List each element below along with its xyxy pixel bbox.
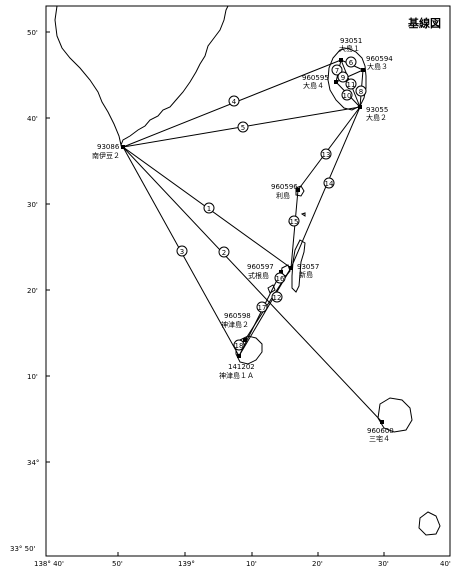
baseline-label-3: 3 [176, 245, 188, 257]
svg-text:7: 7 [335, 67, 339, 75]
svg-text:18: 18 [235, 342, 244, 350]
station-id-960595: 960595 [302, 74, 329, 82]
svg-text:12: 12 [273, 294, 282, 302]
svg-text:4: 4 [232, 98, 237, 106]
baseline-label-12: 12 [271, 291, 283, 303]
baseline-label-13: 13 [320, 148, 332, 160]
baseline-number-labels: 1 2 3 4 5 6 7 8 9 10 11 12 13 14 15 16 1… [176, 56, 367, 351]
baseline-label-10: 10 [341, 89, 353, 101]
jinai-islet [267, 284, 276, 294]
baseline-label-4: 4 [228, 95, 240, 107]
baseline-label-11: 11 [345, 78, 357, 90]
baseline-label-8: 8 [355, 85, 367, 97]
station-name-141202: 神津島１Ａ [219, 371, 254, 380]
station-id-960598: 960598 [224, 312, 251, 320]
lat-label-50: 50' [27, 29, 38, 37]
station-id-93051: 93051 [340, 37, 362, 45]
baseline-label-15: 15 [288, 215, 300, 227]
svg-text:15: 15 [290, 218, 299, 226]
station-marker-93057 [289, 266, 293, 270]
svg-text:1: 1 [207, 205, 211, 213]
baseline-label-9: 9 [337, 71, 349, 83]
lon-label-30: 30' [378, 560, 389, 568]
station-marker-960594 [361, 68, 365, 72]
niijima-island [291, 239, 306, 293]
lat-label-34: 34° [27, 459, 39, 467]
station-id-960596: 960596 [271, 183, 298, 191]
lat-label-40: 40' [27, 115, 38, 123]
svg-text:6: 6 [349, 59, 354, 67]
station-marker-93086 [121, 145, 125, 149]
baseline-label-2: 2 [218, 246, 230, 258]
mikurajima-island [418, 511, 441, 536]
lon-label-20: 20' [312, 560, 323, 568]
svg-text:2: 2 [222, 249, 226, 257]
baseline-label-16: 16 [274, 272, 286, 284]
station-marker-960600 [380, 420, 384, 424]
station-id-960600: 960600 [367, 427, 394, 435]
lon-label-10: 10' [246, 560, 257, 568]
tick-marks [46, 31, 385, 556]
station-name-960598: 神津島２ [221, 320, 249, 329]
station-id-960597: 960597 [247, 263, 274, 271]
station-name-93055: 大島２ [366, 113, 387, 122]
baseline-label-5: 5 [237, 121, 249, 133]
svg-text:5: 5 [241, 124, 245, 132]
map-title: 基線図 [407, 16, 441, 30]
baseline-label-14: 14 [323, 177, 335, 189]
svg-text:14: 14 [325, 180, 334, 188]
station-name-960595: 大島４ [303, 81, 324, 90]
lat-label-20: 20' [27, 287, 38, 295]
station-marker-960598 [243, 338, 247, 342]
lon-label-138-40: 138° 40' [34, 560, 64, 568]
svg-text:8: 8 [359, 88, 363, 96]
baseline-label-17: 17 [256, 301, 268, 313]
lat-label-30: 30' [27, 201, 38, 209]
station-marker-141202 [237, 354, 241, 358]
station-marker-93051 [339, 58, 343, 62]
station-id-93055: 93055 [366, 106, 388, 114]
station-id-141202: 141202 [228, 363, 255, 371]
baseline-label-6: 6 [345, 56, 357, 68]
station-marker-960595 [334, 80, 338, 84]
lon-label-50: 50' [112, 560, 123, 568]
map-frame [45, 5, 451, 557]
station-marker-93055 [358, 105, 362, 109]
station-name-93051: 大島１ [339, 44, 360, 53]
station-marker-960596 [296, 188, 300, 192]
svg-text:3: 3 [180, 248, 184, 256]
station-labels: 93051 大島１ 960594 大島３ 960595 大島４ 93055 大島… [92, 37, 394, 443]
station-name-960594: 大島３ [367, 62, 388, 71]
station-markers [121, 58, 384, 424]
station-marker-960597 [279, 270, 283, 274]
svg-text:9: 9 [341, 74, 345, 82]
svg-text:16: 16 [276, 275, 285, 283]
svg-text:13: 13 [322, 151, 331, 159]
lon-label-40: 40' [440, 560, 451, 568]
baseline-label-18: 18 [233, 339, 245, 351]
baseline-label-1: 1 [203, 202, 215, 214]
station-name-960600: 三宅４ [369, 434, 390, 443]
svg-text:10: 10 [343, 92, 352, 100]
station-name-93057: 新島 [299, 270, 313, 279]
station-name-960596: 利島 [276, 191, 290, 200]
lon-label-139: 139° [178, 560, 195, 568]
station-name-960597: 式根島 [248, 271, 269, 280]
lat-label-33-50: 33° 50' [10, 545, 36, 553]
small-islet [300, 212, 306, 217]
station-id-93086: 93086 [97, 143, 120, 151]
station-name-93086: 南伊豆２ [92, 151, 120, 160]
izu-peninsula-coastline [54, 5, 229, 147]
baseline-label-7: 7 [331, 64, 343, 76]
svg-text:11: 11 [347, 81, 356, 89]
station-id-960594: 960594 [366, 55, 393, 63]
station-id-93057: 93057 [297, 263, 319, 271]
lat-label-10: 10' [27, 373, 38, 381]
svg-text:17: 17 [258, 304, 267, 312]
